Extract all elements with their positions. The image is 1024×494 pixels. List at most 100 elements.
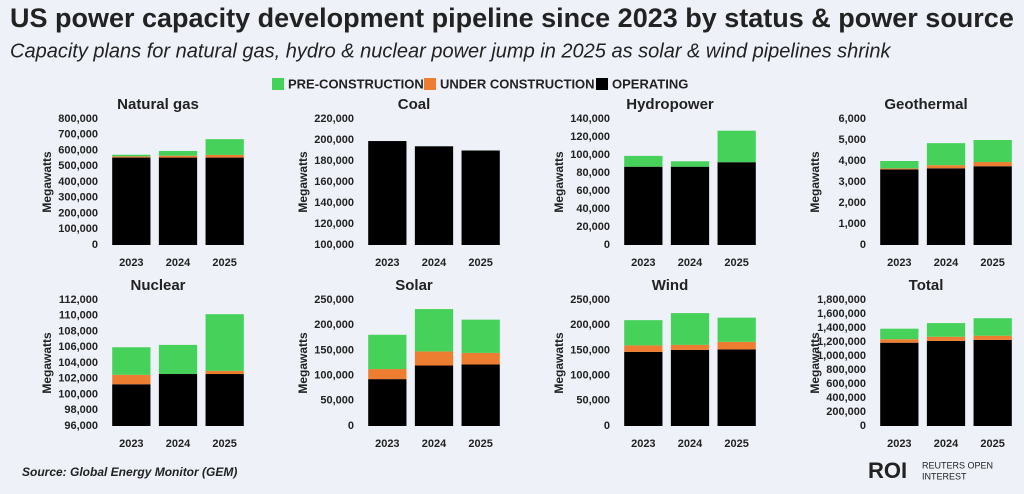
y-tick-label: 0 [860,420,866,432]
y-tick-label: 60,000 [576,185,610,197]
y-tick-label: 500,000 [58,160,98,172]
y-tick-label: 0 [604,420,610,432]
bar-segment [414,365,454,426]
bar-segment [880,339,919,343]
x-tick-label: 2025 [724,438,748,450]
x-tick-label: 2025 [724,257,748,269]
x-tick-label: 2023 [631,257,655,269]
x-tick-label: 2025 [212,438,236,450]
x-tick-label: 2023 [375,438,399,450]
bar-segment [158,344,198,375]
bar-segment [926,323,966,337]
bar-segment [205,157,244,245]
panel-title: Natural gas [117,96,199,113]
legend-label: UNDER CONSTRUCTION [440,76,595,91]
y-tick-label: 98,000 [64,404,98,416]
legend-label: PRE-CONSTRUCTION [288,76,424,91]
y-axis-label: Megawatts [808,332,822,394]
bar-segment [926,165,966,169]
bar-segment [368,369,407,380]
x-tick-label: 2024 [678,257,703,269]
bar-segment [624,166,663,245]
y-tick-label: 400,000 [58,176,98,188]
y-tick-label: 100,000 [314,370,354,382]
y-tick-label: 40,000 [576,203,610,215]
y-tick-label: 0 [604,239,610,251]
y-tick-label: 160,000 [314,176,354,188]
logo-mark: ROI [868,458,907,483]
y-tick-label: 140,000 [314,197,354,209]
legend-swatch [596,78,608,90]
y-tick-label: 800,000 [58,113,98,125]
y-tick-label: 800,000 [826,364,866,376]
y-tick-label: 180,000 [314,155,354,167]
x-tick-label: 2025 [980,438,1004,450]
bar-segment [205,370,244,375]
bar-segment [926,168,966,245]
y-tick-label: 700,000 [58,129,98,141]
logo-text: INTEREST [922,471,967,481]
y-tick-label: 300,000 [58,192,98,204]
y-tick-label: 400,000 [826,392,866,404]
y-axis-label: Megawatts [552,332,566,394]
y-tick-label: 200,000 [314,134,354,146]
bar-segment [112,156,151,158]
x-tick-label: 2024 [934,438,959,450]
bar-segment [158,374,198,426]
y-tick-label: 5,000 [838,134,866,146]
bar-segment [112,374,151,385]
y-axis-label: Megawatts [808,151,822,213]
y-tick-label: 220,000 [314,113,354,125]
bar-segment [670,344,710,350]
y-tick-label: 110,000 [59,310,98,322]
bar-segment [158,155,198,158]
y-tick-label: 106,000 [58,341,98,353]
bar-segment [973,339,1012,426]
bar-segment [624,351,663,426]
y-tick-label: 2,000 [838,197,866,209]
y-tick-label: 150,000 [570,344,610,356]
bar-segment [880,169,919,245]
y-tick-label: 200,000 [58,207,98,219]
bar-segment [414,351,454,366]
bar-segment [717,162,756,245]
bar-segment [880,161,919,169]
y-tick-label: 100,000 [314,239,354,251]
x-tick-label: 2024 [422,438,447,450]
y-tick-label: 200,000 [570,319,610,331]
legend-swatch [424,78,436,90]
bar-segment [670,313,710,345]
x-tick-label: 2023 [887,438,911,450]
y-tick-label: 250,000 [314,294,354,306]
bar-segment [973,166,1012,245]
y-tick-label: 102,000 [58,373,98,385]
panel-title: Coal [398,96,431,113]
y-tick-label: 1,200,000 [817,336,866,348]
y-tick-label: 100,000 [570,149,610,161]
y-tick-label: 0 [348,420,354,432]
y-tick-label: 150,000 [314,344,354,356]
bar-segment [624,320,663,346]
bar-segment [205,314,244,371]
bar-segment [880,168,919,170]
x-tick-label: 2023 [375,257,399,269]
panel-title: Solar [395,277,433,294]
y-tick-label: 1,600,000 [817,308,866,320]
y-tick-label: 0 [92,239,98,251]
bar-segment [973,318,1012,336]
y-tick-label: 120,000 [570,131,610,143]
x-tick-label: 2025 [468,438,492,450]
bar-segment [717,130,756,163]
y-tick-label: 20,000 [576,221,610,233]
y-axis-label: Megawatts [296,151,310,213]
bar-segment [205,139,244,155]
bar-segment [973,140,1012,163]
y-tick-label: 1,000,000 [817,350,866,362]
x-tick-label: 2023 [631,438,655,450]
x-tick-label: 2023 [887,257,911,269]
bar-segment [880,342,919,426]
source: Source: Global Energy Monitor (GEM) [22,465,237,479]
chart-subtitle: Capacity plans for natural gas, hydro & … [10,40,891,62]
